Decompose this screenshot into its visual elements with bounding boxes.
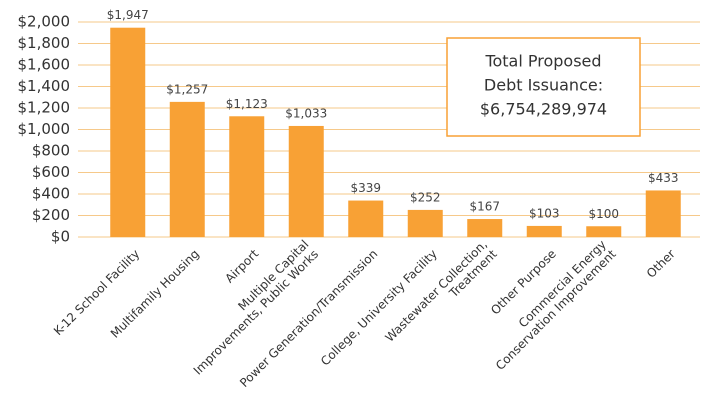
annotation: Debt Issuance:: [484, 76, 603, 95]
x-tick-label: Other: [644, 247, 678, 281]
bar: [169, 101, 205, 237]
y-tick-label: $1,000: [18, 120, 71, 138]
y-tick-label: $600: [32, 163, 70, 181]
y-tick-label: $0: [51, 228, 70, 246]
bar: [526, 225, 562, 237]
bar: [110, 27, 146, 238]
value-label: $339: [350, 181, 381, 195]
y-tick-label: $1,400: [18, 77, 71, 95]
annotation: $6,754,289,974: [480, 100, 607, 119]
y-tick-label: $1,600: [18, 56, 71, 74]
y-tick-label: $400: [32, 185, 70, 203]
value-label: $1,033: [285, 106, 327, 120]
y-tick-label: $200: [32, 206, 70, 224]
bar: [586, 226, 622, 237]
value-label: $1,947: [107, 8, 149, 22]
x-tick-label: Airport: [222, 246, 261, 285]
bar: [407, 209, 443, 237]
value-label: $103: [529, 206, 560, 220]
y-tick-label: $1,200: [18, 99, 71, 117]
bar: [467, 219, 503, 237]
annotation: Total Proposed: [484, 52, 601, 71]
value-label: $433: [648, 171, 679, 185]
bar: [348, 200, 384, 237]
value-label: $252: [410, 190, 441, 204]
value-label: $1,123: [226, 97, 268, 111]
bar: [229, 116, 265, 237]
y-tick-label: $2,000: [18, 13, 71, 31]
bar: [288, 125, 324, 237]
y-tick-label: $800: [32, 142, 70, 160]
value-label: $167: [469, 200, 500, 214]
annotation-box: [446, 37, 641, 137]
value-label: $1,257: [166, 82, 208, 96]
bar: [645, 190, 681, 237]
y-tick-label: $1,800: [18, 34, 71, 52]
value-label: $100: [588, 207, 619, 221]
